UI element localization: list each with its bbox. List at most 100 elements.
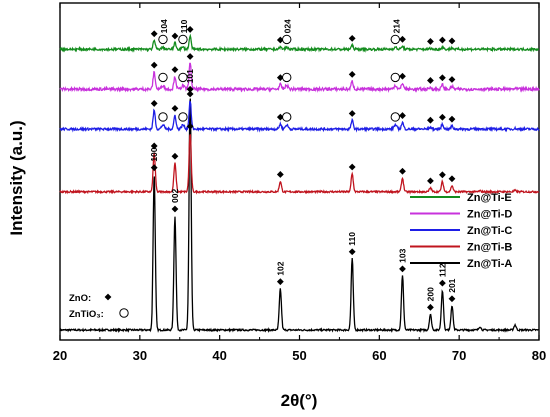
zntio3-label-024: 024 <box>283 19 293 33</box>
peak-label-112: 112 <box>437 263 447 277</box>
zno-marker <box>427 177 434 185</box>
zno-marker <box>186 90 194 98</box>
zntio3-marker <box>390 72 400 83</box>
zno-marker <box>186 85 194 93</box>
zno-marker <box>150 164 158 172</box>
zno-marker <box>276 278 284 286</box>
zntio3-label-110: 110 <box>179 19 189 33</box>
zno-marker <box>439 279 446 287</box>
phase-key: ZnO: ZnTiO₃: <box>69 293 129 320</box>
zno-marker <box>348 163 356 171</box>
phase-key-zntio3-icon <box>119 308 129 318</box>
zntio3-marker <box>158 72 168 83</box>
zno-marker <box>150 61 158 69</box>
zntio3-marker <box>282 34 292 45</box>
x-tick-label-60: 60 <box>372 348 386 363</box>
zno-marker <box>448 37 456 45</box>
zno-marker <box>171 104 179 112</box>
x-tick-label-40: 40 <box>212 348 226 363</box>
zno-marker <box>399 112 406 119</box>
legend: Zn@Ti-E Zn@Ti-D Zn@Ti-C Zn@Ti-B Zn@Ti-A <box>410 192 512 270</box>
zno-marker <box>439 113 446 121</box>
zno-marker <box>399 35 406 43</box>
zno-marker <box>348 70 356 78</box>
x-tick-label-20: 20 <box>53 348 67 363</box>
phase-key-zno-label: ZnO: <box>69 293 91 304</box>
legend-label-zn-ti-e: Zn@Ti-E <box>467 192 512 204</box>
trace-zn-ti-e <box>59 33 539 53</box>
zno-marker <box>348 34 356 42</box>
zntio3-marker <box>178 112 188 122</box>
zntio3-marker <box>282 72 292 83</box>
zno-marker <box>186 122 194 130</box>
x-axis: 20 30 40 50 60 70 80 <box>53 3 546 363</box>
zno-marker <box>186 53 194 60</box>
phase-key-zntio3-label: ZnTiO₃: <box>69 309 104 320</box>
zno-marker <box>399 167 406 175</box>
legend-label-zn-ti-d: Zn@Ti-D <box>467 209 512 221</box>
traces-layer <box>59 33 540 334</box>
zno-marker <box>399 265 406 273</box>
zno-marker <box>171 32 179 40</box>
zno-marker <box>348 248 356 256</box>
zntio3-marker <box>390 34 400 45</box>
y-axis-title: Intensity (a.u.) <box>7 120 26 235</box>
peak-label-102: 102 <box>275 261 285 275</box>
zntio3-marker <box>178 34 188 45</box>
zno-marker <box>171 66 179 74</box>
trace-zn-ti-d <box>59 62 540 93</box>
zntio3-marker <box>178 72 188 83</box>
legend-label-zn-ti-c: Zn@Ti-C <box>467 225 512 237</box>
zno-marker <box>448 76 456 83</box>
zno-marker <box>427 303 434 311</box>
zno-marker <box>427 77 434 84</box>
x-axis-title: 2θ(°) <box>281 391 318 410</box>
peak-label-100: 100 <box>149 147 159 161</box>
zno-marker <box>150 142 158 150</box>
trace-zn-ti-c <box>59 100 540 133</box>
zno-marker <box>186 26 194 33</box>
zno-marker <box>276 113 284 121</box>
phase-key-zno-icon <box>104 293 112 301</box>
zno-marker <box>150 30 158 38</box>
zntio3-marker <box>282 112 292 122</box>
zntio3-marker <box>390 112 400 122</box>
trace-zn-ti-b <box>59 134 540 195</box>
peak-label-201: 201 <box>447 278 457 292</box>
x-tick-label-50: 50 <box>292 348 306 363</box>
zntio3-marker <box>158 112 168 122</box>
peak-label-002: 002 <box>170 189 180 203</box>
peak-label-101: 101 <box>185 69 195 83</box>
peak-label-200: 200 <box>425 287 435 301</box>
zntio3-marker <box>158 34 168 45</box>
zno-marker <box>399 72 406 80</box>
zntio3-label-104: 104 <box>159 19 169 33</box>
legend-label-zn-ti-a: Zn@Ti-A <box>467 258 512 270</box>
zno-marker <box>439 74 446 82</box>
zno-marker <box>276 74 284 82</box>
zno-marker <box>427 38 434 45</box>
zno-marker <box>448 175 456 183</box>
zno-marker <box>276 171 284 178</box>
zno-marker <box>439 36 446 44</box>
legend-label-zn-ti-b: Zn@Ti-B <box>467 242 512 254</box>
zno-marker <box>448 115 456 123</box>
zno-marker <box>348 110 356 117</box>
zno-marker <box>427 116 434 124</box>
x-tick-label-80: 80 <box>532 348 546 363</box>
peak-label-103: 103 <box>397 248 407 262</box>
x-tick-label-70: 70 <box>452 348 466 363</box>
trace-zn-ti-a <box>59 98 540 334</box>
x-tick-label-30: 30 <box>133 348 147 363</box>
plot-frame <box>59 2 540 341</box>
zno-marker <box>171 205 179 213</box>
zno-marker <box>448 295 456 303</box>
zno-marker <box>439 171 446 179</box>
zno-marker <box>150 100 158 107</box>
zno-marker <box>276 36 284 44</box>
peak-label-110: 110 <box>347 232 357 246</box>
zno-marker <box>171 152 179 160</box>
zntio3-label-214: 214 <box>391 19 401 33</box>
